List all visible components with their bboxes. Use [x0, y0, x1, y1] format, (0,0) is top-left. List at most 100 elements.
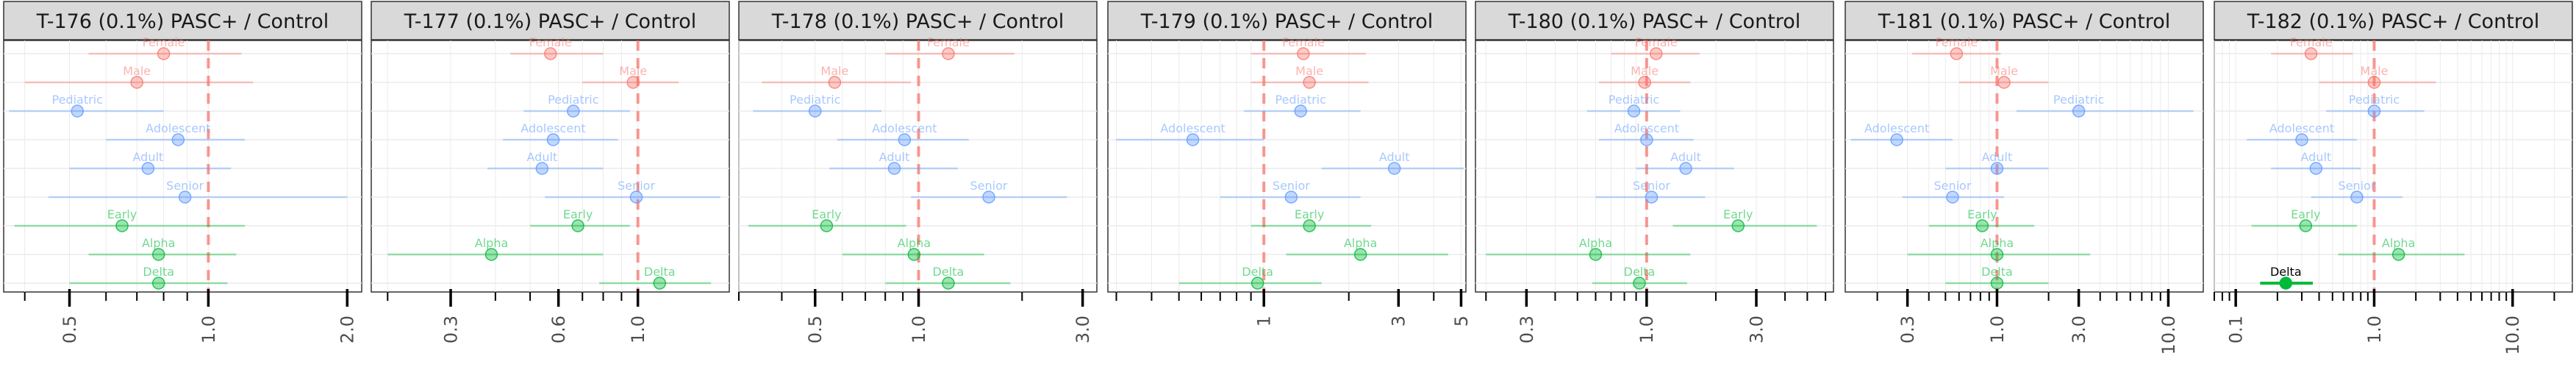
estimate-point: [1640, 133, 1653, 146]
row-label: Alpha: [142, 236, 176, 250]
estimate-point: [1633, 277, 1646, 290]
estimate-point: [1627, 104, 1641, 118]
panel-title: T-181 (0.1%) PASC+ / Control: [1878, 10, 2171, 33]
estimate-point: [1297, 47, 1310, 60]
panel-title: T-179 (0.1%) PASC+ / Control: [1140, 10, 1434, 33]
row-label: Early: [563, 207, 593, 221]
estimate-point: [1294, 104, 1307, 118]
row-label: Pediatric: [2349, 93, 2400, 107]
tick-label: 1.0: [628, 316, 648, 343]
panel-strip: [1845, 1, 2204, 40]
estimate-point: [2309, 162, 2323, 175]
panel-1: T-176 (0.1%) PASC+ / Control Female Male Pe…: [3, 1, 362, 343]
panel-title: T-177 (0.1%) PASC+ / Control: [404, 10, 697, 33]
estimate-point: [567, 104, 580, 118]
row-label: Male: [1990, 64, 2018, 78]
tick-label: 3.0: [1746, 316, 1767, 343]
estimate-point: [2304, 47, 2318, 60]
estimate-point: [2279, 277, 2293, 290]
tick-label: 0.6: [548, 316, 569, 343]
panel-3: T-178 (0.1%) PASC+ / Control Female Male Pe…: [738, 1, 1098, 343]
row-label: Female: [1935, 35, 1978, 49]
row-label: Pediatric: [548, 93, 598, 107]
panel-strip: [371, 1, 730, 40]
estimate-point: [151, 277, 165, 290]
tick-label: 0.1: [2226, 316, 2247, 343]
row-label: Adult: [879, 150, 910, 164]
panel-title: T-178 (0.1%) PASC+ / Control: [771, 10, 1065, 33]
row-label: Adolescent: [2269, 121, 2334, 135]
estimate-point: [1679, 162, 1692, 175]
row-label: Pediatric: [1609, 93, 1659, 107]
estimate-point: [546, 133, 560, 146]
row-label: Senior: [1933, 179, 1971, 193]
row-label: Adult: [1670, 150, 1701, 164]
estimate-point: [1950, 47, 1964, 60]
estimate-point: [1997, 76, 2011, 89]
row-label: Delta: [143, 265, 174, 279]
tick-label: 0.3: [1897, 316, 1918, 343]
estimate-point: [571, 219, 584, 232]
row-label: Senior: [1273, 179, 1310, 193]
estimate-point: [907, 248, 921, 261]
row-label: Delta: [2270, 265, 2302, 279]
estimate-point: [151, 248, 165, 261]
panel-6: T-181 (0.1%) PASC+ / Control Female Male Pe…: [1845, 1, 2204, 354]
panel-2: T-177 (0.1%) PASC+ / Control Female Male Pe…: [371, 1, 730, 343]
tick-label: 1.0: [198, 316, 219, 343]
estimate-point: [544, 47, 557, 60]
row-label: Alpha: [1981, 236, 2014, 250]
estimate-point: [942, 47, 955, 60]
row-label: Delta: [1242, 265, 1273, 279]
tick-label: 1.0: [909, 316, 929, 343]
row-label: Senior: [2338, 179, 2375, 193]
estimate-point: [2367, 76, 2381, 89]
tick-label: 0.3: [440, 316, 461, 343]
estimate-point: [653, 277, 666, 290]
tick-label: 2.0: [337, 316, 358, 343]
estimate-point: [2295, 133, 2308, 146]
row-label: Alpha: [475, 236, 509, 250]
estimate-point: [2299, 219, 2313, 232]
tick-label: 3.0: [1073, 316, 1093, 343]
panel-5: T-180 (0.1%) PASC+ / Control Female Male Pe…: [1475, 1, 1834, 343]
row-label: Male: [619, 64, 647, 78]
estimate-point: [1890, 133, 1903, 146]
row-label: Early: [107, 207, 137, 221]
estimate-point: [1387, 162, 1401, 175]
estimate-point: [1638, 76, 1651, 89]
panel-title: T-182 (0.1%) PASC+ / Control: [2247, 10, 2540, 33]
row-label: Pediatric: [790, 93, 840, 107]
row-label: Male: [1295, 64, 1323, 78]
estimate-point: [629, 190, 643, 204]
estimate-point: [1303, 76, 1316, 89]
row-label: Delta: [933, 265, 965, 279]
tick-label: 10.0: [2158, 316, 2179, 354]
tick-label: 0.5: [805, 316, 826, 343]
tick-label: 3.0: [2069, 316, 2089, 343]
panel-4: T-179 (0.1%) PASC+ / Control Female Male Pe…: [1107, 1, 1472, 327]
estimate-point: [1589, 248, 1603, 261]
estimate-point: [115, 219, 129, 232]
tick-label: 1.0: [1636, 316, 1657, 343]
tick-label: 5: [1451, 316, 1472, 327]
estimate-point: [808, 104, 822, 118]
estimate-point: [1975, 219, 1989, 232]
estimate-point: [1990, 162, 2004, 175]
row-label: Delta: [1981, 265, 2013, 279]
estimate-point: [535, 162, 549, 175]
estimate-point: [171, 133, 185, 146]
tick-label: 1: [1254, 316, 1275, 327]
row-label: Male: [2361, 64, 2389, 78]
estimate-point: [2391, 248, 2405, 261]
row-label: Senior: [1633, 179, 1670, 193]
row-label: Delta: [644, 265, 676, 279]
row-label: Early: [1723, 207, 1753, 221]
estimate-point: [887, 162, 901, 175]
estimate-point: [1990, 248, 2004, 261]
panel-strip: [738, 1, 1098, 40]
panel-strip: [1475, 1, 1834, 40]
estimate-point: [1303, 219, 1316, 232]
row-label: Adolescent: [520, 121, 585, 135]
estimate-point: [141, 162, 155, 175]
